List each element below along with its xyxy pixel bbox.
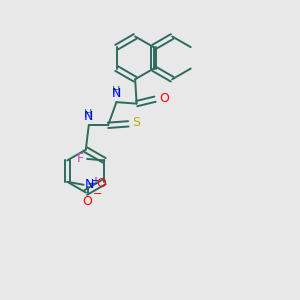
Text: −: − — [92, 189, 102, 199]
Text: N: N — [83, 110, 93, 123]
Text: H: H — [84, 109, 92, 119]
Text: +: + — [91, 176, 99, 186]
Text: F: F — [77, 152, 84, 165]
Text: O: O — [82, 195, 92, 208]
Text: H: H — [112, 85, 121, 96]
Text: N: N — [112, 87, 121, 100]
Text: S: S — [133, 116, 140, 130]
Text: O: O — [159, 92, 169, 105]
Text: O: O — [96, 177, 106, 190]
Text: N: N — [85, 178, 94, 191]
